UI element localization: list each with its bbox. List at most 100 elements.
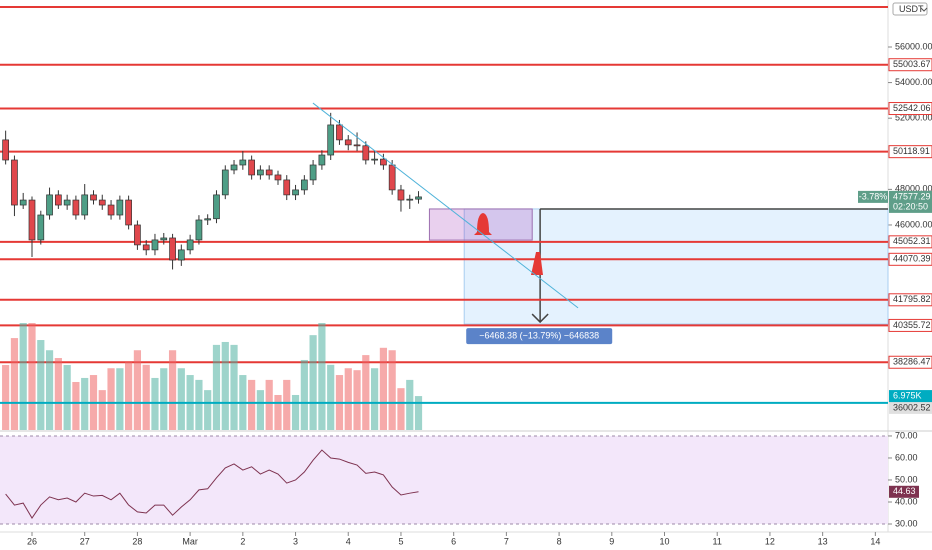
volume-tag bbox=[889, 390, 932, 403]
candle-body bbox=[265, 169, 273, 176]
candle-body bbox=[309, 164, 317, 181]
volume-bar bbox=[116, 368, 124, 430]
y-tick-label: 48000.00 bbox=[895, 184, 932, 194]
level-tag bbox=[888, 293, 932, 307]
rsi-tick-label: 40.00 bbox=[895, 496, 918, 506]
candle-body bbox=[134, 224, 141, 246]
candle-body bbox=[415, 196, 422, 200]
x-tick-label: 10 bbox=[660, 536, 670, 546]
rsi-line bbox=[5, 449, 419, 519]
x-tick-label: Mar bbox=[182, 536, 198, 546]
candle-body bbox=[292, 189, 299, 196]
candle-body bbox=[11, 159, 18, 206]
x-tick-label: 26 bbox=[27, 536, 37, 546]
candle-body bbox=[353, 144, 361, 147]
candle-body bbox=[300, 179, 308, 191]
candle-body bbox=[336, 124, 343, 141]
candle-body bbox=[142, 244, 150, 251]
volume-bar bbox=[204, 390, 212, 430]
volume-bar bbox=[221, 341, 229, 430]
rsi-tag bbox=[889, 485, 919, 498]
volume-bar bbox=[72, 381, 80, 430]
candle-body bbox=[19, 199, 27, 206]
level-tag-label: 52542.06 bbox=[893, 103, 931, 113]
candle-body bbox=[213, 194, 220, 220]
volume-bar bbox=[309, 335, 317, 430]
volume-bar bbox=[160, 368, 168, 430]
volume-bar bbox=[291, 394, 300, 430]
x-tick-label: 8 bbox=[557, 536, 562, 546]
volume-bar bbox=[98, 390, 106, 430]
hline-tag-label: 36002.52 bbox=[893, 402, 931, 412]
volume-bar bbox=[151, 377, 159, 430]
volume-bar bbox=[283, 379, 291, 430]
change-tag-label: -3.78% bbox=[859, 191, 888, 201]
level-tag-label: 38286.47 bbox=[893, 357, 931, 367]
rsi-tag-label: 44.63 bbox=[893, 486, 916, 496]
candle-body bbox=[81, 194, 89, 216]
level-tag-label: 40355.72 bbox=[893, 320, 931, 330]
x-tick-label: 12 bbox=[765, 536, 775, 546]
candle-body bbox=[177, 249, 185, 261]
x-tick-label: 13 bbox=[818, 536, 828, 546]
dropdown-icon bbox=[920, 7, 928, 12]
y-tick-label: 54000.00 bbox=[895, 77, 932, 87]
candle-body bbox=[151, 239, 159, 251]
volume-bar bbox=[353, 370, 361, 430]
x-tick-label: 27 bbox=[80, 536, 90, 546]
candle-body bbox=[160, 237, 168, 241]
candle-body bbox=[204, 218, 212, 221]
volume-bar bbox=[142, 364, 150, 430]
candle-body bbox=[221, 169, 229, 196]
volume-bar bbox=[177, 368, 185, 430]
volume-bar bbox=[327, 364, 335, 430]
volume-bar bbox=[2, 365, 10, 430]
countdown: 02:20:50 bbox=[893, 201, 928, 211]
x-tick-label: 6 bbox=[451, 536, 456, 546]
candle-body bbox=[257, 169, 264, 176]
volume-bar bbox=[230, 344, 238, 430]
volume-bar bbox=[81, 377, 89, 430]
measure-label: −6468.38 (−13.79%) −646838 bbox=[479, 330, 599, 340]
currency-label: USDT bbox=[899, 4, 924, 14]
candle-body bbox=[388, 164, 396, 191]
measure-arrowhead bbox=[531, 313, 549, 324]
volume-bar bbox=[362, 355, 370, 430]
x-tick-label: 28 bbox=[132, 536, 142, 546]
price-tag bbox=[889, 190, 932, 213]
volume-bar bbox=[248, 379, 256, 430]
volume-bar bbox=[125, 361, 133, 430]
rsi-tick-label: 60.00 bbox=[895, 452, 918, 462]
candle-body bbox=[318, 154, 326, 166]
x-tick-label: 14 bbox=[870, 536, 880, 546]
candle-body bbox=[98, 199, 106, 206]
volume-tag-label: 6.975K bbox=[893, 390, 922, 400]
candle-body bbox=[125, 199, 132, 226]
candle-body bbox=[239, 159, 247, 166]
candle-body bbox=[248, 159, 255, 176]
level-tag-label: 44070.39 bbox=[893, 254, 931, 264]
candle-body bbox=[63, 199, 71, 206]
volume-bar bbox=[107, 368, 115, 430]
measure-label-box bbox=[466, 328, 613, 345]
x-tick-label: 5 bbox=[398, 536, 403, 546]
x-tick-label: 3 bbox=[293, 536, 298, 546]
volume-bar bbox=[274, 394, 282, 430]
currency-button[interactable] bbox=[892, 2, 928, 16]
volume-bar bbox=[318, 323, 326, 430]
x-tick-label: 2 bbox=[240, 536, 245, 546]
volume-bar bbox=[344, 368, 352, 430]
volume-bar bbox=[168, 350, 177, 430]
volume-bar bbox=[37, 340, 45, 430]
volume-bar bbox=[397, 388, 405, 430]
alert-icon bbox=[531, 252, 543, 275]
level-tag-label: 45052.31 bbox=[893, 236, 931, 246]
volume-bar bbox=[133, 350, 142, 430]
x-tick-label: 11 bbox=[713, 536, 722, 546]
candle-body bbox=[327, 124, 335, 156]
candle-body bbox=[186, 239, 194, 251]
rsi-tick-label: 50.00 bbox=[895, 474, 918, 484]
change-tag bbox=[858, 190, 888, 203]
candle-body bbox=[28, 199, 36, 241]
volume-bar bbox=[45, 350, 54, 430]
